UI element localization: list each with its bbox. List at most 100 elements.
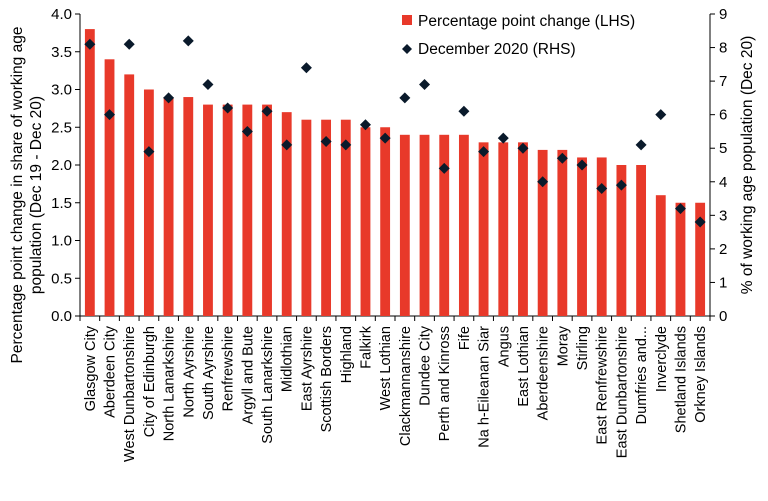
x-tick-label: Falkirk xyxy=(358,325,374,368)
x-tick-label: Orkney Islands xyxy=(693,326,709,423)
x-tick-label: South Lanarkshire xyxy=(260,326,276,444)
bar xyxy=(577,157,587,316)
right-tick-label: 1 xyxy=(719,274,727,291)
legend: Percentage point change (LHS) December 2… xyxy=(402,13,635,58)
marker-point xyxy=(537,176,549,188)
bar xyxy=(498,142,509,316)
right-axis-ticks: 0 1 2 3 4 5 6 7 8 9 xyxy=(710,6,727,325)
bar xyxy=(419,134,430,316)
bar xyxy=(518,142,528,316)
left-axis-ticks: 0.0 0.5 1.0 1.5 2.0 2.5 3.0 3.5 4.0 xyxy=(51,6,80,325)
marker-point xyxy=(163,92,175,104)
bar xyxy=(616,165,627,316)
bar xyxy=(321,119,332,316)
marker-point xyxy=(104,109,116,121)
bar xyxy=(557,149,568,316)
bar xyxy=(124,74,135,317)
marker-point xyxy=(635,139,647,151)
marker-point xyxy=(674,203,686,215)
marker-point xyxy=(241,125,253,137)
legend-label-diamond: December 2020 (RHS) xyxy=(418,41,576,58)
bar xyxy=(360,127,371,316)
bar xyxy=(163,97,174,316)
x-tick-label: City of Edinburgh xyxy=(142,326,158,437)
x-tick-label: South Ayrshire xyxy=(201,326,217,420)
bar xyxy=(478,142,489,316)
marker-point xyxy=(478,146,490,158)
marker-point xyxy=(123,38,135,50)
right-tick-label: 4 xyxy=(719,174,727,191)
legend-label-bar: Percentage point change (LHS) xyxy=(418,13,635,30)
left-tick-label: 1.5 xyxy=(51,195,72,212)
bar xyxy=(380,127,391,316)
left-tick-label: 3.5 xyxy=(51,44,72,61)
bar xyxy=(399,134,410,316)
bar xyxy=(143,89,154,316)
marker-point xyxy=(182,35,194,47)
legend-swatch-bar xyxy=(402,15,412,25)
right-tick-label: 0 xyxy=(719,308,727,325)
left-tick-label: 0.0 xyxy=(51,308,72,325)
bar xyxy=(675,202,686,316)
x-tick-label: Glasgow City xyxy=(83,325,99,411)
left-tick-label: 2.5 xyxy=(51,119,72,136)
bar-series xyxy=(84,29,706,317)
x-tick-label: Dumfries and... xyxy=(634,326,650,424)
x-tick-label: Aberdeen City xyxy=(103,325,119,418)
x-tick-label: Midlothian xyxy=(280,326,296,392)
x-tick-label: East Lothian xyxy=(516,326,532,407)
left-axis-title-line-2: population (Dec 19 - Dec 20) xyxy=(28,96,45,294)
category-labels: Glasgow City Aberdeen City West Dunbartons… xyxy=(79,316,711,462)
right-axis-title: % of working age population (Dec 20) xyxy=(739,36,756,294)
marker-point xyxy=(359,119,371,131)
legend-swatch-diamond xyxy=(402,44,412,54)
marker-point xyxy=(655,109,667,121)
x-tick-label: East Renfrewshire xyxy=(595,326,611,444)
bar xyxy=(203,104,213,316)
marker-point xyxy=(300,62,312,74)
marker-point xyxy=(399,92,411,104)
x-tick-label: East Ayrshire xyxy=(299,326,315,411)
bar xyxy=(281,112,292,317)
marker-point xyxy=(556,152,568,164)
x-tick-label: West Dunbartonshire xyxy=(122,326,138,462)
marker-point xyxy=(320,136,332,148)
x-tick-label: North Lanarkshire xyxy=(162,326,178,441)
bar xyxy=(340,119,351,316)
left-axis-title: Percentage point change in share of work… xyxy=(9,27,26,364)
marker-point xyxy=(202,78,214,90)
right-tick-label: 5 xyxy=(719,140,727,157)
x-tick-label: Moray xyxy=(555,325,571,366)
x-tick-label: Inverclyde xyxy=(654,326,670,392)
x-tick-label: Dundee City xyxy=(418,325,434,406)
bar xyxy=(636,165,647,316)
bar xyxy=(537,149,548,316)
plot-area xyxy=(79,14,711,317)
right-tick-label: 9 xyxy=(719,6,727,23)
x-tick-label: East Dunbartonshire xyxy=(614,326,630,458)
marker-point xyxy=(517,142,529,154)
x-tick-label: Angus xyxy=(496,326,512,367)
x-tick-label: Highland xyxy=(339,326,355,383)
marker-point xyxy=(694,216,706,228)
marker-point xyxy=(596,182,608,194)
bar xyxy=(242,104,253,316)
marker-point xyxy=(340,139,352,151)
right-tick-label: 7 xyxy=(719,73,727,90)
marker-point xyxy=(419,78,431,90)
bar xyxy=(183,97,194,316)
left-tick-label: 4.0 xyxy=(51,6,72,23)
bar xyxy=(84,29,95,316)
left-tick-label: 2.0 xyxy=(51,157,72,174)
x-tick-label: Perth and Kinross xyxy=(437,326,453,441)
x-tick-label: Na h-Eileanan Siar xyxy=(477,326,493,448)
right-tick-label: 3 xyxy=(719,207,727,224)
bar xyxy=(301,119,312,316)
marker-point xyxy=(458,105,470,117)
x-tick-label: Fife xyxy=(457,326,473,350)
bar xyxy=(695,202,706,316)
x-tick-label: Stirling xyxy=(575,326,591,370)
left-axis-title-line-1: Percentage point change in share of work… xyxy=(9,27,26,364)
bar xyxy=(104,59,115,317)
